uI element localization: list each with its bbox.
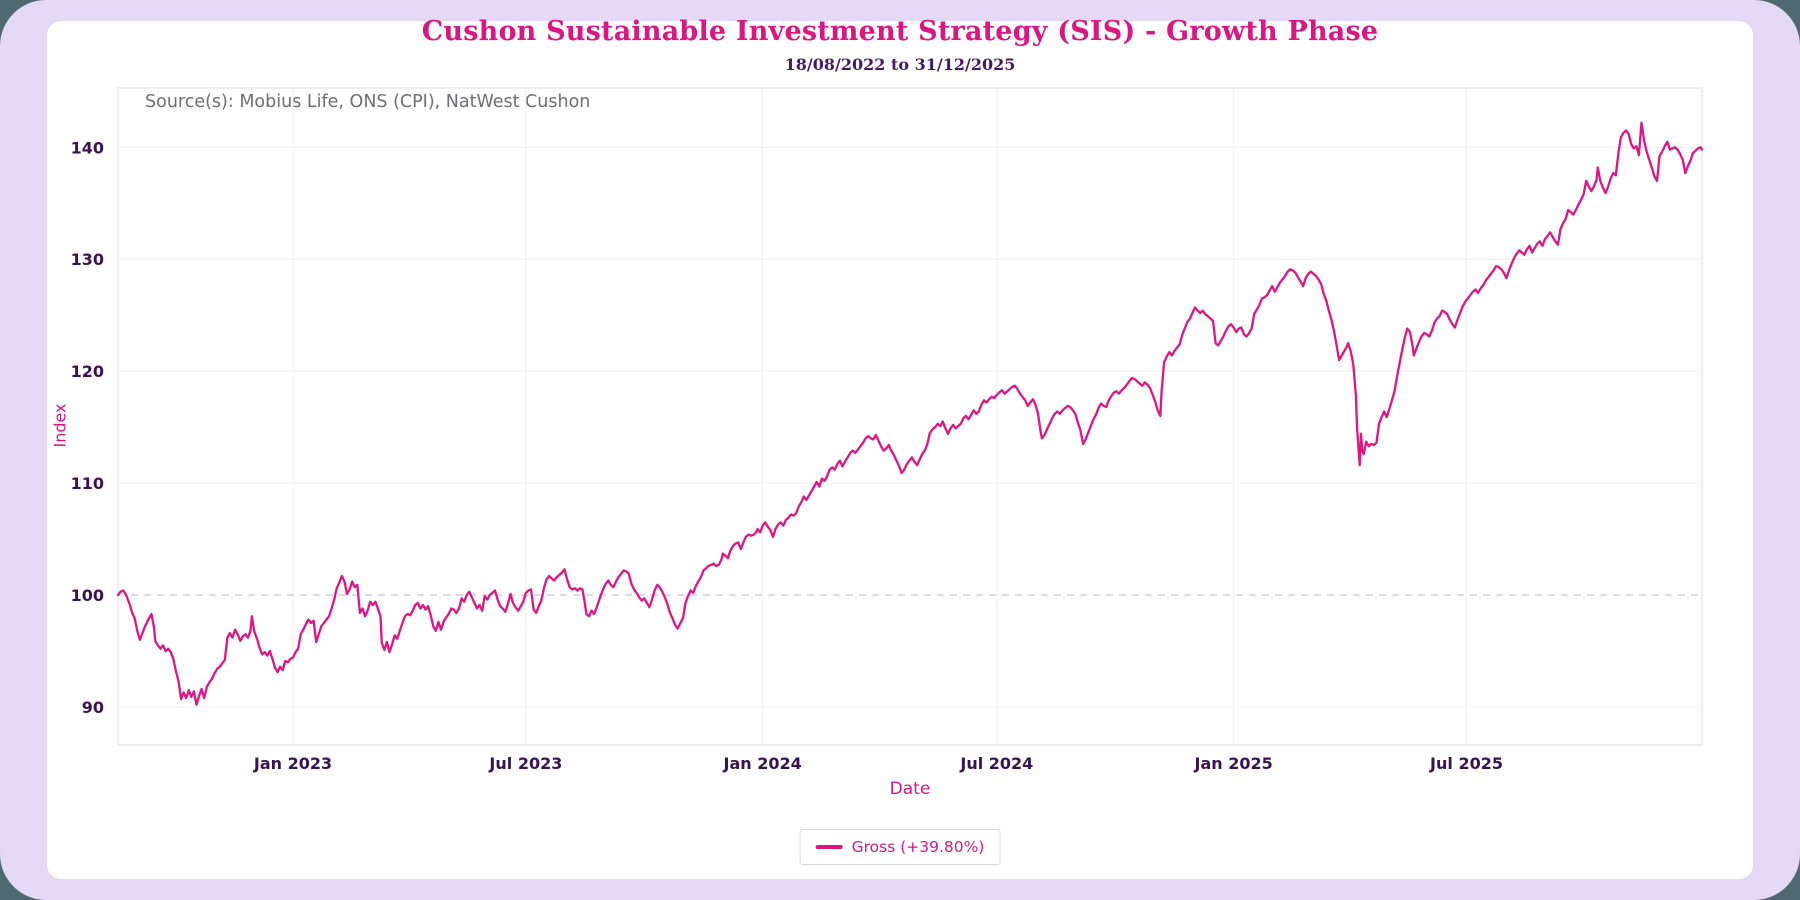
y-tick-label: 120 (71, 362, 104, 381)
series-line-gross (116, 121, 1704, 706)
x-axis-title: Date (889, 779, 931, 799)
chart-card (47, 21, 1753, 879)
chart-subtitle: 18/08/2022 to 31/12/2025 (784, 55, 1016, 74)
y-tick-label: 100 (71, 586, 104, 605)
x-tick-label: Jan 2025 (1193, 754, 1272, 773)
x-tick-label: Jan 2023 (253, 754, 332, 773)
y-tick-label: 140 (71, 138, 104, 157)
legend-line-swatch-icon (815, 845, 843, 849)
legend[interactable]: Gross (+39.80%) (799, 829, 1001, 865)
source-note: Source(s): Mobius Life, ONS (CPI), NatWe… (145, 92, 591, 112)
y-tick-label: 130 (71, 250, 104, 269)
plot-border (117, 87, 1703, 746)
legend-series-label: Gross (+39.80%) (851, 838, 985, 856)
y-tick-label: 110 (71, 474, 104, 493)
x-tick-label: Jul 2023 (488, 754, 562, 773)
y-tick-label: 90 (82, 698, 104, 717)
x-tick-label: Jul 2025 (1429, 754, 1503, 773)
chart-title: Cushon Sustainable Investment Strategy (… (421, 16, 1379, 47)
y-axis-title: Index (50, 403, 70, 448)
x-tick-label: Jul 2024 (959, 754, 1033, 773)
x-tick-label: Jan 2024 (723, 754, 802, 773)
